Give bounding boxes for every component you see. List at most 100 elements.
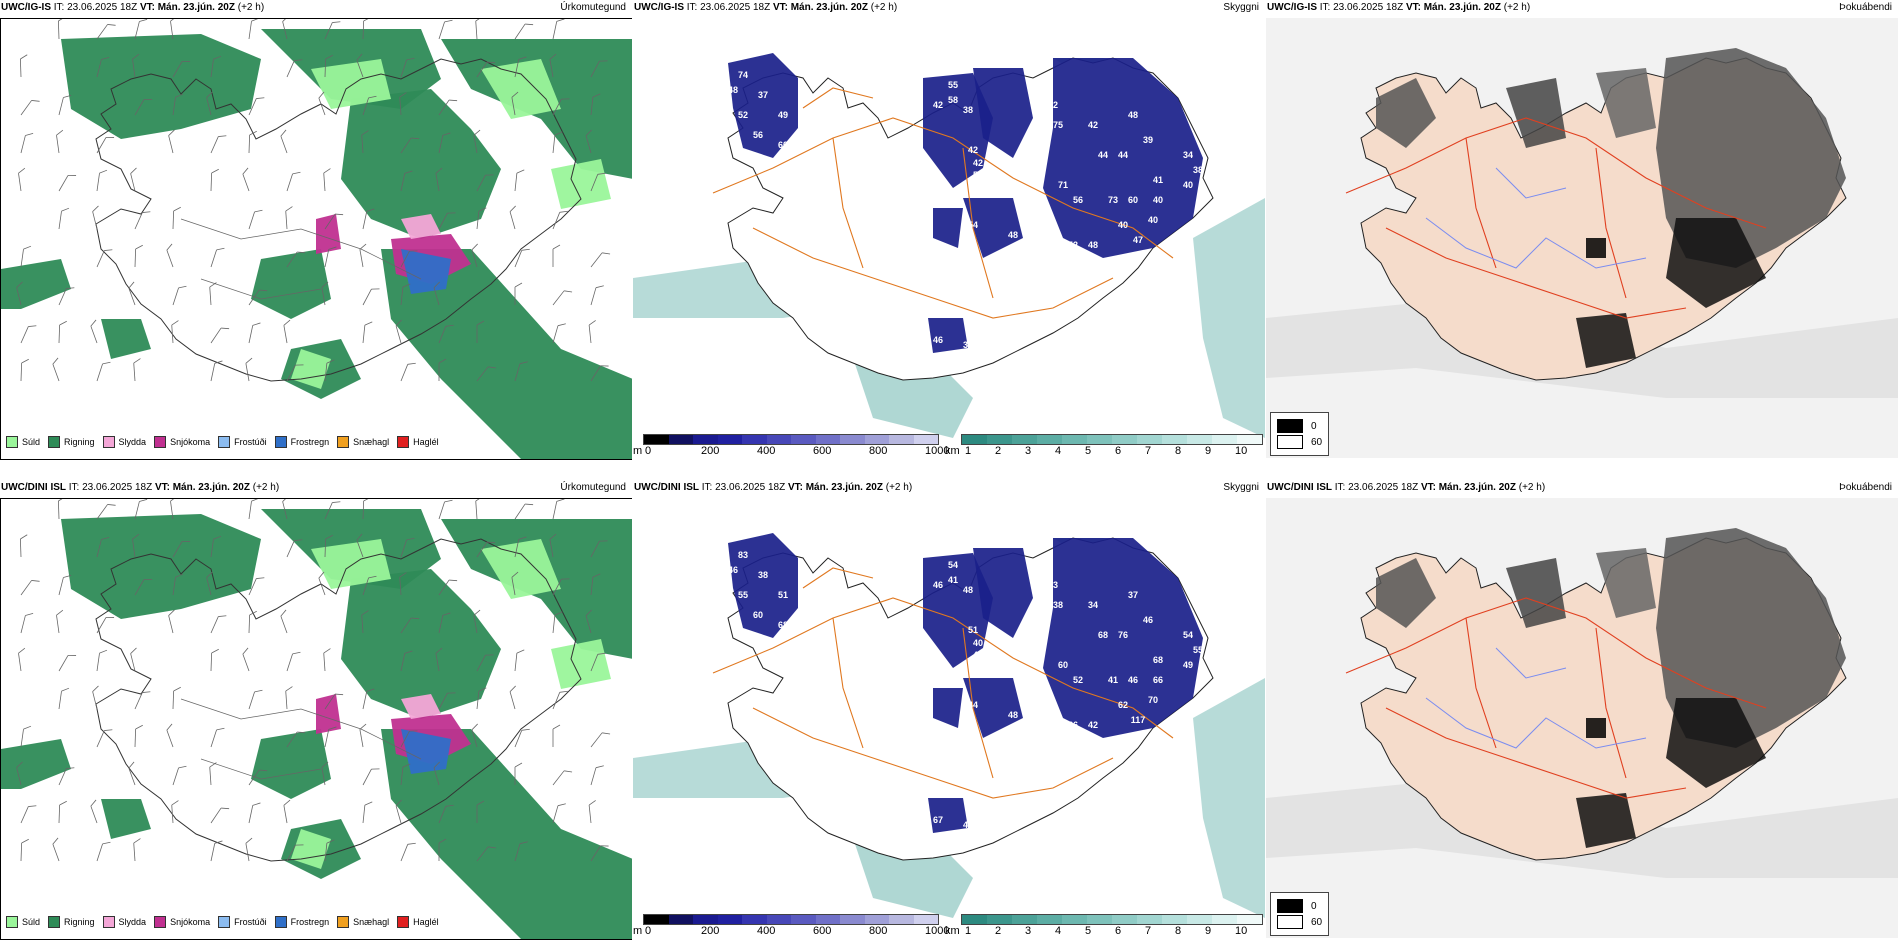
cloud-value-label: 46 xyxy=(1128,675,1138,685)
wind-barb xyxy=(361,610,369,634)
legend-label: Frostregn xyxy=(290,437,330,447)
legend-item: Snæhagl xyxy=(337,916,389,928)
road-lines xyxy=(180,698,422,780)
fog-index-area xyxy=(1596,68,1656,138)
cloud-value-label: 40 xyxy=(1148,215,1158,225)
fog-legend-swatch xyxy=(1277,419,1303,433)
cloud-value-label: 38 xyxy=(758,570,768,580)
legend-item: Slydda xyxy=(102,436,146,448)
km-tick: 7 xyxy=(1145,445,1152,457)
wind-barb xyxy=(438,612,451,634)
precip-map[interactable] xyxy=(0,15,632,460)
fog-map[interactable] xyxy=(1266,498,1898,938)
cloud-value-label: 74 xyxy=(738,70,748,80)
wind-barb xyxy=(590,573,601,596)
legend-swatch xyxy=(102,436,115,448)
cloud-value-label: 48 xyxy=(1088,240,1098,250)
scale-bin xyxy=(1087,435,1112,444)
wind-barb xyxy=(242,647,250,672)
legend-label: Snæhagl xyxy=(353,917,390,927)
legend-label: Súld xyxy=(22,917,41,927)
wind-barb xyxy=(209,282,217,306)
valid-offset: (+2 h) xyxy=(867,2,898,13)
cloud-value-label: 46 xyxy=(933,580,943,590)
wind-barb xyxy=(245,357,253,382)
fog-legend-label: 0 xyxy=(1311,900,1317,912)
precip-map[interactable] xyxy=(0,495,632,940)
cloud-base-area xyxy=(973,548,1033,638)
scale-bin xyxy=(791,915,816,924)
legend-swatch xyxy=(274,916,287,928)
wind-barb xyxy=(248,802,261,824)
wind-barb xyxy=(210,807,230,824)
wind-barb xyxy=(132,53,140,78)
legend-swatch xyxy=(102,916,115,928)
issue-time: IT: 23.06.2025 18Z xyxy=(699,482,788,493)
precip-header: UWC/DINI ISL IT: 23.06.2025 18Z VT: Mán.… xyxy=(1,482,279,493)
precip-header: UWC/IG-IS IT: 23.06.2025 18Z VT: Mán. 23… xyxy=(1,2,264,13)
fog-panel-0: UWC/IG-IS IT: 23.06.2025 18Z VT: Mán. 23… xyxy=(1266,0,1898,460)
precip-area xyxy=(381,249,632,459)
wind-barb xyxy=(438,579,458,596)
fog-map[interactable] xyxy=(1266,18,1898,458)
wind-barb xyxy=(552,578,570,596)
wind-barb xyxy=(438,358,447,381)
wind-barb xyxy=(552,98,570,116)
cloud-value-label: 57 xyxy=(763,160,773,170)
wind-barb xyxy=(206,91,213,116)
wind-barb xyxy=(96,649,108,672)
precip-area xyxy=(61,514,261,619)
wind-barb xyxy=(324,359,335,382)
wind-barb xyxy=(324,534,333,558)
cloud-value-label: 48 xyxy=(728,85,738,95)
wind-barb xyxy=(134,244,143,268)
wind-barb xyxy=(56,129,64,154)
wind-barb xyxy=(323,648,331,672)
fog-index-area xyxy=(1376,78,1436,148)
wind-barb xyxy=(20,100,40,116)
meters-tick: 400 xyxy=(757,925,776,937)
wind-barb xyxy=(361,130,369,154)
km-tick: 3 xyxy=(1025,925,1032,937)
wind-barb xyxy=(362,801,373,824)
cloud-value-label: 46 xyxy=(728,565,738,575)
wind-barb xyxy=(286,59,303,78)
visibility-area xyxy=(1193,678,1265,918)
precip-area xyxy=(316,694,341,734)
cloud-map[interactable]: 74 48 37 52 49 56 60 57 55 58 42 38 42 42 50 67 54 48 72 75… xyxy=(633,18,1265,458)
cloud-base-area xyxy=(963,198,1023,258)
cloud-map[interactable]: 83 46 38 55 51 60 68 56 54 41 46 48 51 40 47 43 44 48 33 38… xyxy=(633,498,1265,938)
cloud-value-label: 44 xyxy=(1118,150,1128,160)
cloud-value-label: 38 xyxy=(1053,600,1063,610)
legend-swatch xyxy=(218,916,231,928)
wind-barb xyxy=(590,365,609,382)
cloud-value-label: 41 xyxy=(1108,675,1118,685)
meters-unit: m xyxy=(633,925,643,937)
wind-barb xyxy=(134,724,143,748)
scale-bin xyxy=(962,435,987,444)
wind-barb xyxy=(552,323,566,344)
km-tick: 1 xyxy=(965,445,972,457)
fog-index-area xyxy=(1656,528,1846,748)
legend-item: Snæhagl xyxy=(337,436,389,448)
wind-barb xyxy=(128,761,136,786)
legend-item: Snjókoma xyxy=(154,436,210,448)
wind-barb xyxy=(58,574,72,596)
fog-index-area xyxy=(1576,793,1636,848)
wind-barb xyxy=(438,838,447,861)
wind-barb xyxy=(552,290,573,306)
wind-barb xyxy=(400,763,411,786)
valid-label: VT: Mán. 23.jún. 20Z xyxy=(154,482,250,493)
legend-item: Frostúði xyxy=(218,436,267,448)
wind-barb xyxy=(321,761,329,786)
wind-barb xyxy=(435,647,443,672)
issue-time: IT: 23.06.2025 18Z xyxy=(1332,482,1421,493)
wind-barb xyxy=(588,320,596,344)
cloud-base-area xyxy=(963,678,1023,738)
cloud-value-label: 48 xyxy=(1023,700,1033,710)
km-bar xyxy=(961,434,1263,445)
km-tick: 2 xyxy=(995,925,1002,937)
cloud-header: UWC/IG-IS IT: 23.06.2025 18Z VT: Mán. 23… xyxy=(634,2,897,13)
precip-area xyxy=(101,319,151,359)
